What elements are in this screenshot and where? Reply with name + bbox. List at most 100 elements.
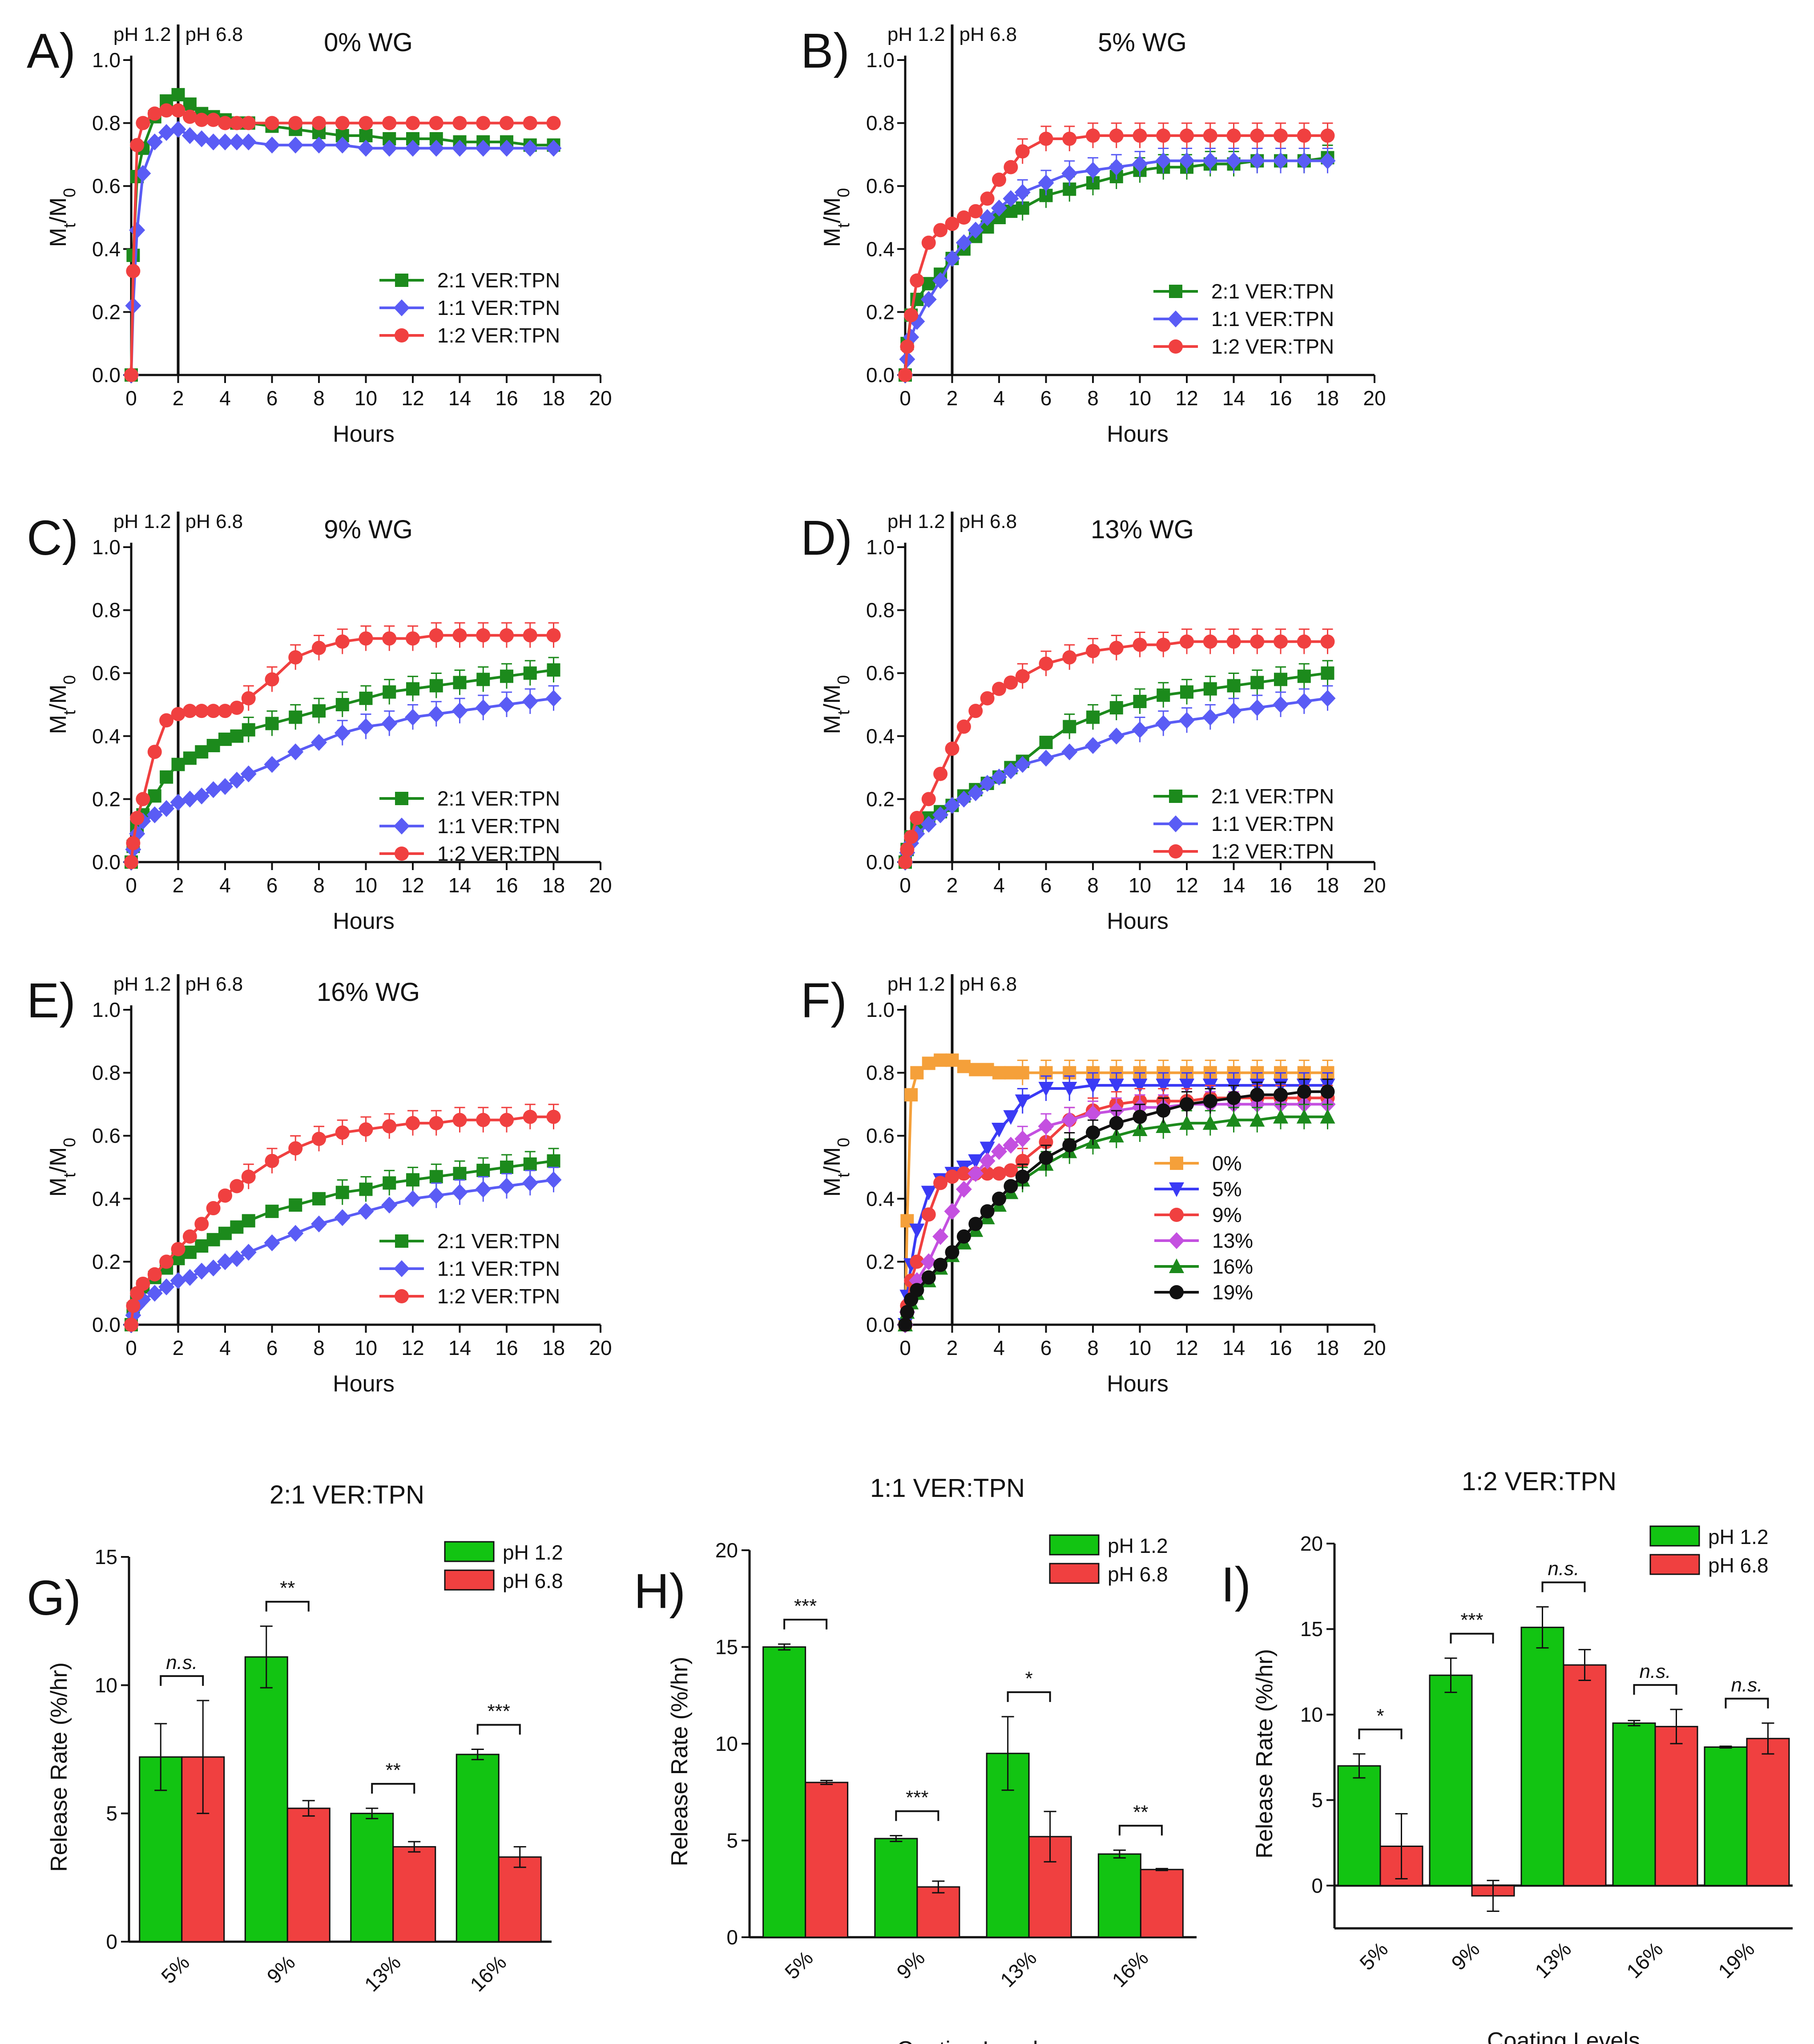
data-point bbox=[499, 696, 515, 713]
data-point bbox=[1225, 702, 1242, 720]
legend-swatch bbox=[1049, 1563, 1100, 1584]
data-point bbox=[979, 1152, 996, 1169]
bar bbox=[874, 1838, 918, 1938]
x-tick-label: 16 bbox=[1269, 874, 1292, 897]
data-point bbox=[933, 1258, 948, 1272]
category-group: *** 5% bbox=[762, 1595, 849, 1984]
x-tick-label: 18 bbox=[1316, 387, 1339, 410]
x-tick-label: 16 bbox=[1269, 387, 1292, 410]
data-point bbox=[359, 1122, 373, 1137]
data-point bbox=[1038, 174, 1054, 192]
data-point bbox=[944, 797, 960, 814]
y-tick-label: 0.2 bbox=[866, 787, 895, 810]
data-point bbox=[968, 704, 983, 718]
data-point bbox=[240, 765, 257, 782]
legend-label: pH 6.8 bbox=[503, 1569, 563, 1592]
ph-left-label: pH 1.2 bbox=[113, 511, 171, 532]
data-point bbox=[148, 789, 161, 803]
x-tick-label: 18 bbox=[1316, 1336, 1339, 1359]
data-point bbox=[547, 1154, 560, 1168]
data-point bbox=[1180, 1097, 1194, 1112]
legend-label: 9% bbox=[1212, 1203, 1242, 1226]
data-point bbox=[183, 1246, 197, 1259]
legend-label: pH 1.2 bbox=[503, 1541, 563, 1564]
category-label: 9% bbox=[892, 1946, 929, 1984]
ph-right-label: pH 6.8 bbox=[959, 973, 1017, 995]
x-tick-label: 20 bbox=[589, 1336, 612, 1359]
data-point bbox=[992, 1166, 1006, 1181]
significance-bracket bbox=[371, 1783, 415, 1794]
x-tick-label: 8 bbox=[1087, 874, 1099, 897]
legend-label: 2:1 VER:TPN bbox=[437, 787, 560, 810]
legend-label: pH 1.2 bbox=[1708, 1525, 1769, 1548]
legend-marker bbox=[395, 1234, 408, 1248]
data-point bbox=[956, 210, 971, 225]
y-tick-label: 0.8 bbox=[866, 112, 895, 135]
y-tick-label: 0.0 bbox=[866, 851, 895, 874]
data-point bbox=[979, 775, 996, 792]
data-point bbox=[130, 810, 145, 825]
category-label: 5% bbox=[780, 1946, 818, 1984]
data-point bbox=[1109, 1116, 1124, 1130]
category-label: 16% bbox=[1108, 1946, 1153, 1992]
data-point bbox=[904, 308, 919, 323]
x-tick-label: 12 bbox=[401, 387, 424, 410]
legend-entry: 2:1 VER:TPN bbox=[379, 787, 560, 810]
data-point bbox=[500, 669, 513, 683]
data-point bbox=[405, 709, 421, 726]
data-point bbox=[546, 628, 561, 643]
y-tick-label: 5 bbox=[106, 1802, 117, 1825]
data-point bbox=[499, 140, 515, 157]
data-point bbox=[921, 1270, 936, 1285]
chart-title: 9% WG bbox=[324, 515, 413, 544]
data-point bbox=[900, 1305, 915, 1319]
x-axis-label: Hours bbox=[333, 421, 395, 447]
data-point bbox=[980, 691, 995, 706]
data-point bbox=[1039, 132, 1053, 146]
legend-marker bbox=[394, 818, 410, 835]
data-point bbox=[1086, 128, 1100, 143]
data-point bbox=[126, 264, 141, 278]
chart-title: 0% WG bbox=[324, 28, 413, 57]
y-axis-label: Release Rate (%/hr) bbox=[46, 1662, 72, 1872]
data-point bbox=[1109, 1078, 1124, 1093]
category-group: *** 9% bbox=[874, 1787, 960, 1984]
data-point bbox=[523, 1157, 537, 1171]
legend-marker bbox=[1169, 790, 1182, 803]
legend-label: 2:1 VER:TPN bbox=[1211, 280, 1334, 303]
data-point bbox=[1015, 144, 1030, 159]
panel-letter: H) bbox=[634, 1564, 685, 1619]
data-point bbox=[1273, 152, 1289, 169]
x-tick-label: 20 bbox=[589, 874, 612, 897]
data-point bbox=[956, 1166, 971, 1181]
y-tick-label: 15 bbox=[95, 1545, 117, 1568]
data-point bbox=[933, 223, 948, 238]
bar bbox=[1746, 1738, 1790, 1887]
y-tick-label: 15 bbox=[715, 1636, 738, 1659]
data-point bbox=[1062, 650, 1077, 665]
panel-letter: I) bbox=[1221, 1557, 1251, 1612]
data-point bbox=[499, 1177, 515, 1195]
data-point bbox=[945, 1169, 959, 1184]
data-point bbox=[181, 1269, 198, 1286]
significance-bracket bbox=[1450, 1633, 1494, 1644]
data-point bbox=[241, 116, 256, 130]
data-point bbox=[181, 127, 198, 144]
ph-right-label: pH 6.8 bbox=[185, 973, 243, 995]
data-point bbox=[406, 1116, 420, 1130]
legend-label: 1:2 VER:TPN bbox=[437, 1285, 560, 1308]
legend-label: pH 1.2 bbox=[1108, 1534, 1168, 1557]
data-point bbox=[406, 1173, 419, 1187]
data-point bbox=[920, 291, 937, 308]
y-tick-label: 1.0 bbox=[866, 48, 895, 72]
data-point bbox=[205, 133, 222, 151]
x-axis-label: Hours bbox=[333, 1371, 395, 1397]
data-point bbox=[183, 97, 197, 111]
data-point bbox=[1274, 128, 1288, 143]
data-point bbox=[229, 771, 245, 789]
data-point bbox=[429, 679, 443, 693]
bar bbox=[350, 1813, 394, 1943]
legend-swatch bbox=[1049, 1534, 1100, 1556]
data-point bbox=[476, 1164, 490, 1177]
y-tick-label: 20 bbox=[715, 1539, 738, 1562]
